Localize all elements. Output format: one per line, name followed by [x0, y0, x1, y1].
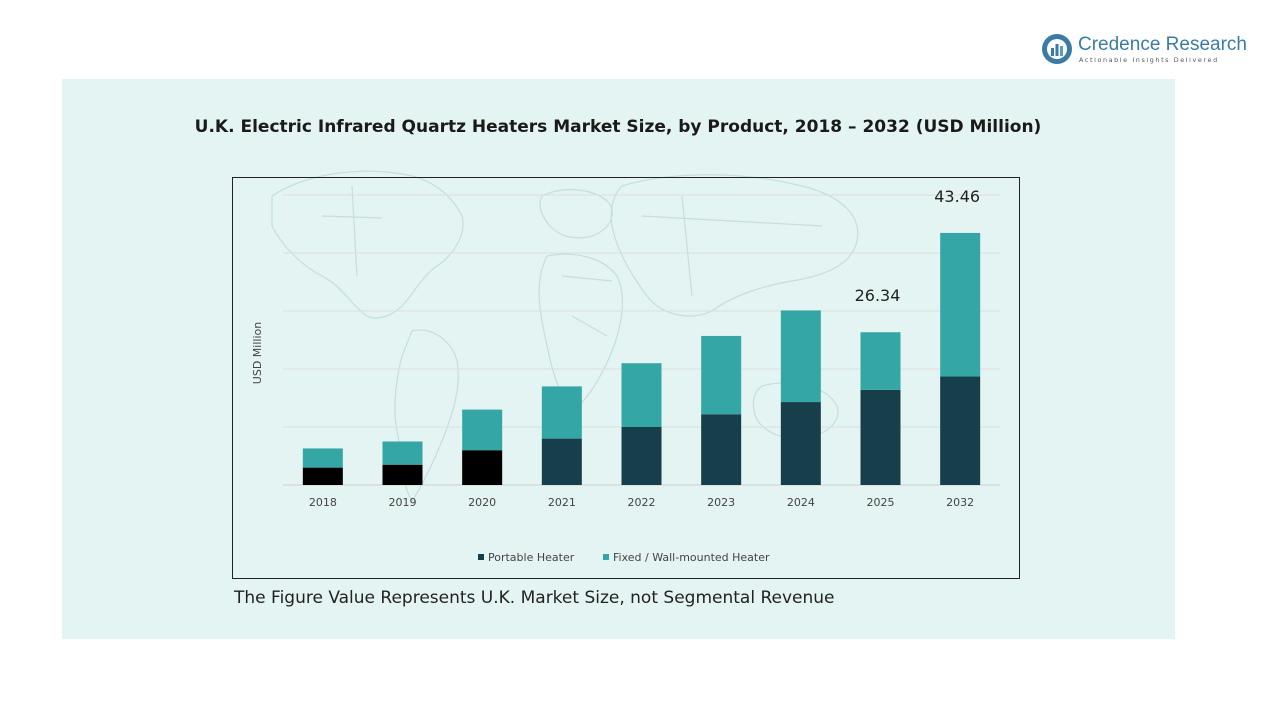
logo-mark-icon [1042, 34, 1072, 64]
bar-fixed-wall-mounted-heater-2018 [302, 448, 343, 468]
legend-swatch [478, 554, 484, 560]
x-tick-label: 2024 [787, 496, 815, 509]
y-axis-label: USD Million [251, 322, 264, 384]
bar-portable-heater-2025 [860, 389, 901, 485]
total-data-label: 43.46 [934, 187, 980, 206]
bar-fixed-wall-mounted-heater-2019 [382, 441, 423, 465]
bar-portable-heater-2023 [701, 414, 742, 485]
legend: Portable Heater Fixed / Wall-mounted Heat… [478, 551, 770, 564]
x-tick-label: 2025 [867, 496, 895, 509]
bar-portable-heater-2019 [382, 464, 423, 485]
x-tick-label: 2022 [628, 496, 656, 509]
chart-title: U.K. Electric Infrared Quartz Heaters Ma… [194, 117, 1042, 137]
legend-label: Portable Heater [488, 551, 575, 564]
x-tick-label: 2032 [946, 496, 974, 509]
bar-fixed-wall-mounted-heater-2023 [701, 335, 742, 415]
bar-fixed-wall-mounted-heater-2021 [541, 386, 582, 439]
x-tick-label: 2021 [548, 496, 576, 509]
x-tick-label: 2018 [309, 496, 337, 509]
bar-portable-heater-2032 [940, 376, 981, 485]
x-tick-label: 2020 [468, 496, 496, 509]
brand-name: Credence Research [1078, 34, 1247, 55]
chart-frame [232, 177, 1020, 579]
x-tick-label: 2023 [707, 496, 735, 509]
chart-panel [62, 79, 1175, 639]
bar-fixed-wall-mounted-heater-2024 [780, 310, 821, 403]
brand-tagline: Actionable Insights Delivered [1079, 56, 1219, 64]
bar-fixed-wall-mounted-heater-2022 [621, 363, 662, 427]
x-tick-label: 2019 [389, 496, 417, 509]
total-data-label: 26.34 [855, 286, 901, 305]
credence-research-logo: Credence Research Actionable Insights De… [1040, 32, 1260, 68]
bar-fixed-wall-mounted-heater-2025 [860, 332, 901, 390]
footnote: The Figure Value Represents U.K. Market … [234, 588, 835, 608]
bar-portable-heater-2020 [462, 450, 503, 485]
bar-fixed-wall-mounted-heater-2032 [940, 232, 981, 377]
bar-portable-heater-2018 [302, 467, 343, 485]
bar-portable-heater-2024 [780, 402, 821, 485]
bar-portable-heater-2022 [621, 427, 662, 485]
legend-swatch [603, 554, 609, 560]
bar-fixed-wall-mounted-heater-2020 [462, 409, 503, 451]
bar-portable-heater-2021 [541, 438, 582, 485]
legend-label: Fixed / Wall-mounted Heater [613, 551, 770, 564]
